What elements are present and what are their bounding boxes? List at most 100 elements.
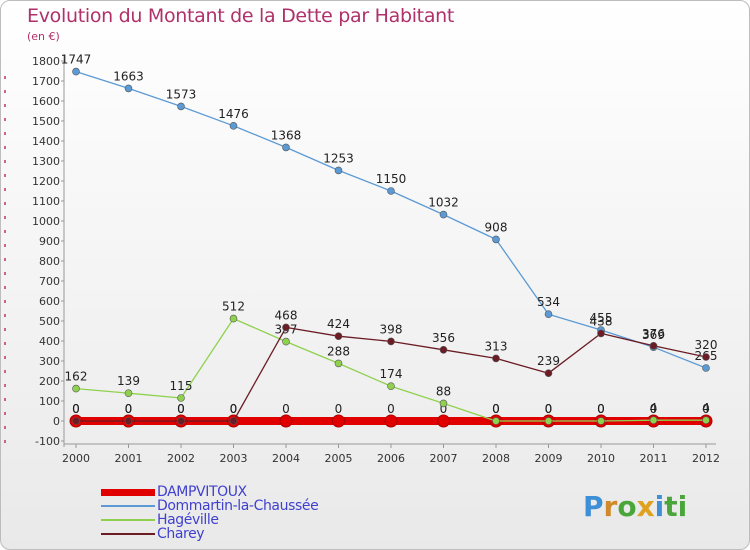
y-tick-label: 100 <box>39 395 60 408</box>
y-tick-label: 900 <box>39 235 60 248</box>
legend: DAMPVITOUX Dommartin-la-Chaussée Hagévil… <box>101 485 319 541</box>
series-point-2 <box>177 394 185 402</box>
data-label-2: 512 <box>222 300 245 314</box>
series-point-2 <box>702 416 710 425</box>
series-point-0 <box>279 414 293 428</box>
data-label-3: 239 <box>537 354 560 368</box>
data-label-3: 376 <box>642 327 665 341</box>
data-label-3: 320 <box>695 338 718 352</box>
data-label-3: 313 <box>485 339 508 353</box>
series-point-3 <box>177 417 185 425</box>
series-point-2 <box>229 314 238 323</box>
legend-label: DAMPVITOUX <box>157 484 247 500</box>
series-point-1 <box>177 102 185 111</box>
y-tick-label: 200 <box>39 375 60 388</box>
series-point-1 <box>387 187 395 195</box>
data-label-0: 0 <box>545 402 553 416</box>
series-point-3 <box>229 417 238 425</box>
chart-subtitle: (en €) <box>27 30 60 43</box>
data-label-2: 174 <box>380 367 403 381</box>
legend-label: Charey <box>157 526 205 542</box>
series-point-1 <box>229 122 238 130</box>
series-point-3 <box>72 417 80 425</box>
y-tick-label: 400 <box>39 335 60 348</box>
data-label-1: 1747 <box>61 53 92 67</box>
series-point-1 <box>544 310 553 319</box>
x-tick-label: 2012 <box>692 452 720 465</box>
x-tick-label: 2000 <box>62 452 90 465</box>
series-point-2 <box>597 417 605 425</box>
x-tick-label: 2001 <box>115 452 143 465</box>
data-label-1: 908 <box>485 220 508 234</box>
data-label-2: 0 <box>545 402 553 416</box>
data-label-2: 288 <box>327 344 350 358</box>
data-label-0: 0 <box>492 402 500 416</box>
y-tick-label: 700 <box>39 275 60 288</box>
series-point-1 <box>702 364 710 372</box>
data-label-2: 162 <box>65 370 88 384</box>
series-point-0 <box>384 414 398 428</box>
x-tick-label: 2006 <box>377 452 405 465</box>
series-point-3 <box>597 329 605 338</box>
y-tick-label: 1300 <box>32 155 60 168</box>
data-label-1: 369 <box>642 328 665 342</box>
data-label-0: 0 <box>72 402 80 416</box>
data-label-3: 0 <box>125 402 133 416</box>
series-point-0 <box>437 414 450 428</box>
data-label-1: 1253 <box>323 151 354 165</box>
series-point-3 <box>387 337 395 346</box>
legend-item-dommartin[interactable]: Dommartin-la-Chaussée <box>101 498 319 514</box>
y-tick-label: 1800 <box>32 55 60 68</box>
y-tick-label: 500 <box>39 315 60 328</box>
legend-label: Dommartin-la-Chaussée <box>157 498 319 514</box>
series-point-1 <box>124 84 133 93</box>
series-point-0 <box>332 414 345 428</box>
data-label-2: 4 <box>650 401 658 415</box>
series-point-3 <box>702 353 710 361</box>
data-label-3: 424 <box>327 317 350 331</box>
series-point-2 <box>387 382 395 391</box>
series-point-3 <box>282 323 290 332</box>
legend-item-charey[interactable]: Charey <box>101 527 318 541</box>
y-tick-label: 1400 <box>32 135 60 148</box>
data-label-1: 1663 <box>113 69 144 83</box>
y-tick-label: 1500 <box>32 115 60 128</box>
x-tick-label: 2009 <box>535 452 563 465</box>
data-label-2: 4 <box>702 401 710 415</box>
legend-item-hageville[interactable]: Hagéville <box>101 513 318 527</box>
data-label-2: 139 <box>117 374 140 388</box>
data-label-3: 398 <box>380 322 403 336</box>
data-label-0: 0 <box>125 402 133 416</box>
series-point-3 <box>492 354 500 363</box>
data-label-3: 356 <box>432 331 455 345</box>
legend-swatch-dommartin <box>101 505 155 507</box>
data-label-1: 1150 <box>376 172 407 186</box>
data-label-3: 438 <box>590 314 613 328</box>
data-label-2: 88 <box>436 384 451 398</box>
data-label-1: 455 <box>590 311 613 325</box>
y-tick-label: 1700 <box>32 75 60 88</box>
series-point-1 <box>334 166 343 175</box>
y-tick-label: 1000 <box>32 215 60 228</box>
data-label-0: 0 <box>387 402 395 416</box>
data-label-0: 0 <box>440 402 448 416</box>
series-point-2 <box>72 384 80 393</box>
series-point-1 <box>492 235 500 244</box>
data-label-3: 0 <box>177 402 185 416</box>
data-label-3: 0 <box>72 402 80 416</box>
series-point-1 <box>282 143 290 152</box>
x-tick-label: 2007 <box>430 452 458 465</box>
legend-swatch-dampvitoux <box>101 488 155 496</box>
data-label-3: 468 <box>275 308 298 322</box>
legend-swatch-hageville <box>101 519 155 521</box>
series-point-2 <box>544 417 553 425</box>
x-tick-label: 2002 <box>167 452 195 465</box>
y-tick-label: 600 <box>39 295 60 308</box>
x-tick-label: 2003 <box>220 452 248 465</box>
series-point-2 <box>439 399 448 408</box>
series-point-2 <box>124 389 133 398</box>
legend-item-dampvitoux[interactable]: DAMPVITOUX <box>101 485 318 499</box>
x-tick-label: 2008 <box>482 452 510 465</box>
data-label-1: 534 <box>537 295 560 309</box>
brand-logo: Proxiti <box>583 490 688 523</box>
